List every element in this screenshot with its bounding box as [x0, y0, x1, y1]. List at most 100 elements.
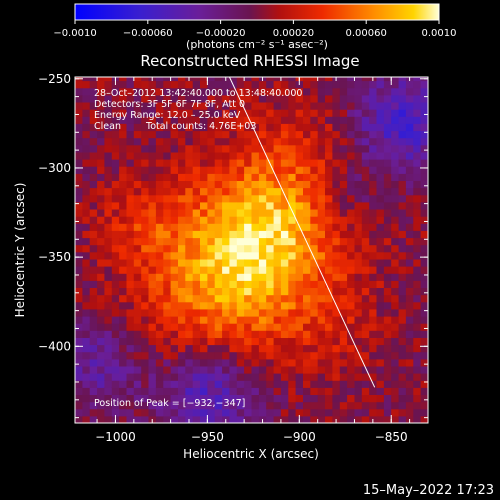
heatmap-cell — [303, 123, 311, 132]
heatmap-cell — [75, 301, 83, 310]
heatmap-cell — [155, 351, 164, 360]
heatmap-cell — [214, 137, 223, 146]
heatmap-cell — [111, 294, 120, 303]
heatmap-cell — [126, 237, 135, 246]
heatmap-cell — [310, 323, 319, 331]
heatmap-cell — [391, 123, 400, 132]
heatmap-cell — [310, 344, 319, 353]
heatmap-cell — [229, 266, 238, 274]
heatmap-cell — [192, 330, 201, 338]
heatmap-cell — [236, 123, 245, 132]
heatmap-cell — [383, 316, 392, 324]
heatmap-cell — [244, 80, 253, 89]
heatmap-cell — [317, 380, 326, 388]
heatmap-cell — [133, 109, 142, 117]
heatmap-cell — [214, 77, 223, 82]
heatmap-cell — [339, 401, 348, 410]
heatmap-cell — [413, 144, 422, 153]
heatmap-cell — [133, 116, 142, 124]
heatmap-cell — [413, 387, 422, 395]
heatmap-cell — [222, 151, 231, 160]
heatmap-cell — [236, 373, 245, 381]
heatmap-cell — [369, 194, 378, 203]
heatmap-cell — [325, 216, 333, 224]
heatmap-cell — [398, 230, 407, 239]
heatmap-cell — [111, 244, 120, 253]
heatmap-cell — [244, 187, 253, 196]
heatmap-cell — [295, 308, 304, 317]
heatmap-cell — [376, 394, 385, 403]
heatmap-cell — [111, 387, 120, 395]
heatmap-cell — [376, 308, 385, 317]
heatmap-cell — [141, 80, 150, 89]
heatmap-cell — [251, 358, 260, 367]
heatmap-cell — [354, 308, 363, 317]
heatmap-cell — [361, 280, 370, 288]
heatmap-cell — [288, 266, 297, 274]
heatmap-cell — [155, 87, 164, 96]
heatmap-cell — [222, 144, 231, 153]
heatmap-cell — [170, 387, 179, 395]
heatmap-cell — [354, 337, 363, 346]
heatmap-cell — [236, 194, 245, 203]
heatmap-cell — [207, 194, 216, 203]
heatmap-cell — [126, 102, 135, 110]
heatmap-cell — [369, 187, 378, 196]
heatmap-cell — [420, 401, 428, 410]
heatmap-cell — [119, 308, 128, 317]
heatmap-cell — [185, 280, 194, 288]
heatmap-cell — [376, 415, 385, 423]
heatmap-cell — [236, 223, 245, 231]
heatmap-cell — [391, 94, 400, 103]
heatmap-cell — [185, 266, 194, 274]
heatmap-cell — [303, 94, 311, 103]
heatmap-cell — [310, 87, 319, 96]
heatmap-cell — [236, 187, 245, 196]
heatmap-cell — [104, 380, 113, 388]
heatmap-cell — [383, 187, 392, 196]
heatmap-cell — [236, 251, 245, 260]
heatmap-cell — [420, 244, 428, 253]
heatmap-cell — [104, 258, 113, 267]
heatmap-cell — [354, 216, 363, 224]
heatmap-cell — [317, 187, 326, 196]
heatmap-cell — [155, 123, 164, 132]
heatmap-cell — [361, 408, 370, 417]
heatmap-cell — [258, 266, 267, 274]
heatmap-cell — [383, 180, 392, 189]
heatmap-cell — [97, 223, 106, 231]
heatmap-cell — [214, 166, 223, 174]
heatmap-cell — [222, 187, 231, 196]
heatmap-cell — [119, 87, 128, 96]
heatmap-cell — [413, 358, 422, 367]
heatmap-cell — [280, 308, 289, 317]
heatmap-cell — [361, 137, 370, 146]
heatmap-cell — [251, 344, 260, 353]
heatmap-cell — [383, 80, 392, 89]
heatmap-cell — [339, 358, 348, 367]
heatmap-cell — [303, 308, 311, 317]
heatmap-cell — [89, 301, 98, 310]
heatmap-cell — [178, 109, 186, 117]
colorbar-ticks: −0.0010 −0.00060 −0.00020 0.00020 0.00060 0.0… — [53, 20, 457, 39]
heatmap-cell — [251, 415, 260, 423]
heatmap-cell — [266, 123, 275, 132]
heatmap-cell — [214, 180, 223, 189]
heatmap-cell — [178, 87, 186, 96]
heatmap-cell — [133, 301, 142, 310]
heatmap-cell — [369, 266, 378, 274]
heatmap-cell — [236, 387, 245, 395]
heatmap-cell — [398, 166, 407, 174]
heatmap-cell — [75, 216, 83, 224]
heatmap-cell — [104, 123, 113, 132]
heatmap-cell — [266, 415, 275, 423]
heatmap-cell — [229, 358, 238, 367]
heatmap-cell — [413, 223, 422, 231]
heatmap-cell — [222, 330, 231, 338]
heatmap-cell — [89, 94, 98, 103]
heatmap-cell — [75, 244, 83, 253]
heatmap-cell — [280, 173, 289, 181]
heatmap-cell — [354, 408, 363, 417]
heatmap-cell — [405, 280, 414, 288]
heatmap-cell — [119, 194, 128, 203]
